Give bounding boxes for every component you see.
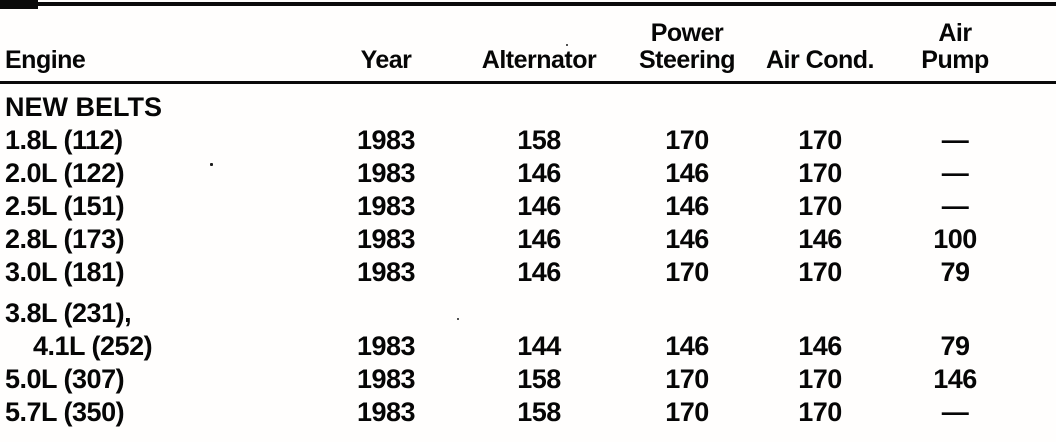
power-steering-cell: 146 [665, 158, 709, 188]
air-pump-cell: — [941, 125, 969, 155]
column-header-air-pump: Air Pump [882, 12, 1028, 84]
column-header-air-pump-line1: Air [938, 19, 972, 47]
year-cell: 1983 [356, 331, 416, 361]
year-cell: 1983 [356, 257, 416, 287]
air-cond-cell: 170 [798, 191, 842, 221]
header-filler-cell [1028, 12, 1056, 84]
air-pump-cell: 100 [933, 224, 977, 254]
power-steering-cell [616, 289, 758, 330]
air-cond-cell: 170 [798, 397, 842, 427]
alternator-cell: 158 [517, 364, 561, 394]
filler-cell [1028, 363, 1056, 396]
filler-cell [1028, 396, 1056, 429]
filler-cell [1028, 256, 1056, 289]
air-pump-cell: — [941, 397, 969, 427]
filler-cell [1028, 157, 1056, 190]
air-cond-cell: 146 [798, 224, 842, 254]
engine-cell: 2.5L (151) [5, 191, 125, 221]
year-cell [310, 289, 462, 330]
air-cond-cell [758, 289, 882, 330]
alternator-cell: 144 [517, 331, 561, 361]
column-header-year: Year [310, 12, 462, 84]
table-row: 4.1L (252) 1983 144 146 146 79 [0, 330, 1056, 363]
power-steering-cell: 170 [665, 257, 709, 287]
column-header-power-steering-line2: Steering [638, 46, 736, 74]
engine-cell: 2.0L (122) [5, 158, 125, 188]
year-cell: 1983 [356, 364, 416, 394]
section-header: NEW BELTS [5, 92, 162, 122]
column-header-air-pump-line2: Pump [921, 46, 989, 74]
engine-cell: 3.0L (181) [5, 257, 125, 287]
table-top-rule [0, 2, 1056, 6]
filler-cell [1028, 223, 1056, 256]
power-steering-cell: 146 [665, 224, 709, 254]
power-steering-cell: 170 [665, 397, 709, 427]
scan-speck [210, 163, 213, 166]
filler-cell [1028, 124, 1056, 157]
header-row: Engine Year Alternator Power Steering Ai… [0, 12, 1056, 84]
alternator-cell: 146 [517, 191, 561, 221]
engine-cell: 2.8L (173) [5, 224, 125, 254]
air-pump-cell: — [941, 191, 969, 221]
engine-cell: 3.8L (231), [5, 298, 132, 328]
year-cell: 1983 [356, 224, 416, 254]
alternator-cell [462, 289, 616, 330]
air-cond-cell: 170 [798, 158, 842, 188]
air-cond-cell: 146 [798, 331, 842, 361]
engine-cell: 4.1L (252) [33, 331, 153, 361]
belt-tension-table: Engine Year Alternator Power Steering Ai… [0, 12, 1056, 429]
power-steering-cell: 146 [665, 331, 709, 361]
power-steering-cell: 146 [665, 191, 709, 221]
year-cell: 1983 [356, 125, 416, 155]
column-header-power-steering-line1: Power [650, 19, 724, 47]
column-header-power-steering: Power Steering [616, 12, 758, 84]
year-cell: 1983 [356, 158, 416, 188]
power-steering-cell: 170 [665, 364, 709, 394]
alternator-cell: 158 [517, 397, 561, 427]
column-header-engine: Engine [0, 12, 310, 84]
table-row: 1.8L (112) 1983 158 170 170 — [0, 124, 1056, 157]
air-pump-cell [882, 289, 1028, 330]
table-row: 2.8L (173) 1983 146 146 146 100 [0, 223, 1056, 256]
engine-cell: 5.7L (350) [5, 397, 125, 427]
air-pump-cell: 146 [933, 364, 977, 394]
table-row: 5.0L (307) 1983 158 170 170 146 [0, 363, 1056, 396]
air-pump-cell: 79 [940, 257, 970, 287]
power-steering-cell: 170 [665, 125, 709, 155]
air-pump-cell: — [941, 158, 969, 188]
engine-cell: 1.8L (112) [5, 125, 123, 155]
year-cell: 1983 [356, 191, 416, 221]
scan-speck [457, 318, 459, 320]
table-row: 3.0L (181) 1983 146 170 170 79 [0, 256, 1056, 289]
section-header-row: NEW BELTS [0, 83, 1056, 125]
table-row: 2.0L (122) 1983 146 146 170 — [0, 157, 1056, 190]
air-cond-cell: 170 [798, 364, 842, 394]
year-cell: 1983 [356, 397, 416, 427]
engine-cell: 5.0L (307) [5, 364, 125, 394]
column-header-air-cond: Air Cond. [758, 12, 882, 84]
filler-cell [1028, 190, 1056, 223]
alternator-cell: 146 [517, 224, 561, 254]
table-row: 2.5L (151) 1983 146 146 170 — [0, 190, 1056, 223]
filler-cell [1028, 289, 1056, 330]
column-header-alternator: Alternator [462, 12, 616, 84]
air-cond-cell: 170 [798, 257, 842, 287]
table-row: 3.8L (231), [0, 289, 1056, 330]
alternator-cell: 146 [517, 257, 561, 287]
alternator-cell: 146 [517, 158, 561, 188]
air-cond-cell: 170 [798, 125, 842, 155]
air-pump-cell: 79 [940, 331, 970, 361]
alternator-cell: 158 [517, 125, 561, 155]
table-row: 5.7L (350) 1983 158 170 170 — [0, 396, 1056, 429]
filler-cell [1028, 330, 1056, 363]
